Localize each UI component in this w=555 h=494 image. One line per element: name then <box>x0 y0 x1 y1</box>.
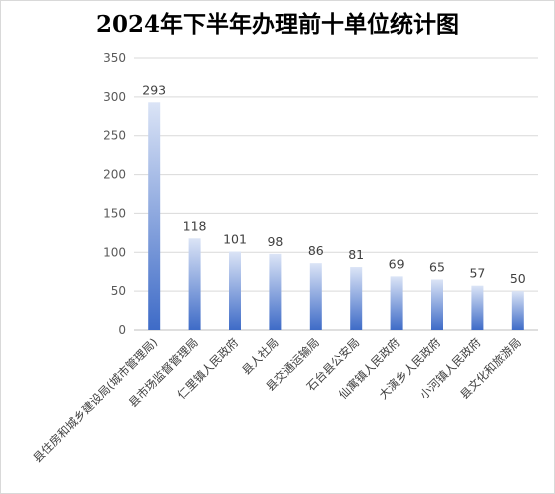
y-tick-label: 350 <box>103 51 126 65</box>
bar <box>309 263 322 330</box>
bar <box>188 238 201 330</box>
bar <box>148 102 161 330</box>
bar <box>269 253 282 330</box>
y-tick-label: 100 <box>103 245 126 259</box>
gridlines <box>134 57 538 331</box>
data-label: 293 <box>142 82 166 97</box>
bar <box>431 279 443 330</box>
bar <box>350 267 363 330</box>
bar <box>229 251 241 330</box>
data-label: 86 <box>308 243 324 258</box>
category-label: 县市场监督管理局 <box>126 335 201 410</box>
data-label: 101 <box>223 232 247 247</box>
y-tick-label: 250 <box>103 129 126 143</box>
bar <box>511 291 524 330</box>
data-label: 50 <box>510 271 526 286</box>
data-label: 65 <box>429 259 445 274</box>
y-tick-label: 50 <box>111 284 126 298</box>
data-label: 98 <box>267 234 283 249</box>
bar <box>390 276 403 330</box>
x-axis: 县住房和城乡建设局(城市管理局)县市场监督管理局仁里镇人民政府县人社局县交通运输… <box>30 335 524 465</box>
y-tick-label: 150 <box>103 206 126 220</box>
y-tick-label: 200 <box>103 168 126 182</box>
bar <box>471 285 484 330</box>
chart-title: 2024年下半年办理前十单位统计图 <box>95 11 459 38</box>
y-tick-label: 300 <box>103 90 126 104</box>
data-labels: 293 118 101 98 86 81 69 65 57 50 <box>142 82 526 286</box>
data-label: 69 <box>389 256 405 271</box>
bars <box>148 102 524 330</box>
y-tick-label: 0 <box>118 323 126 337</box>
data-label: 118 <box>183 218 207 233</box>
y-axis: 0 50 100 150 200 250 300 350 <box>103 51 126 337</box>
data-label: 57 <box>469 266 485 281</box>
data-label: 81 <box>348 247 364 262</box>
